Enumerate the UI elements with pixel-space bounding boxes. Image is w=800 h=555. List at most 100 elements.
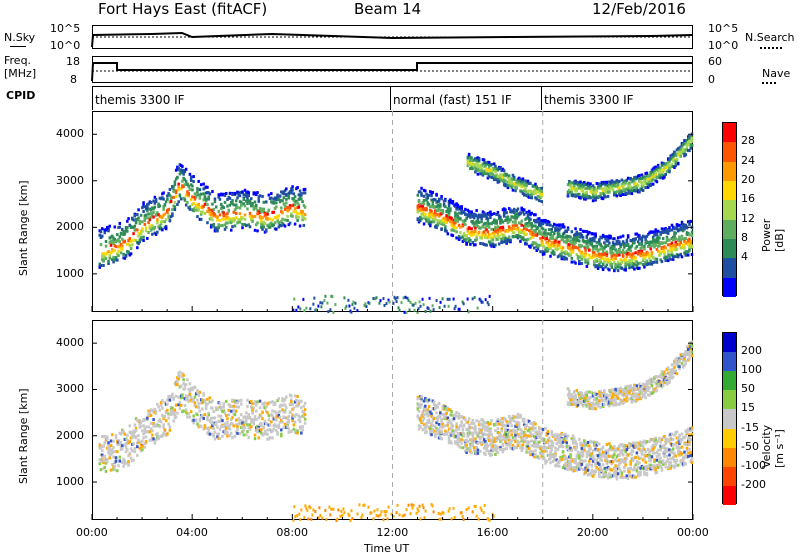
power-cell (132, 218, 135, 221)
power-cell (303, 309, 305, 312)
velocity-cell (260, 422, 263, 425)
power-cell (584, 249, 587, 252)
power-cell (186, 201, 189, 204)
power-cell (137, 235, 140, 238)
power-cell (211, 190, 214, 193)
velocity-cell (134, 450, 137, 453)
velocity-cell (554, 447, 557, 450)
velocity-cell (439, 415, 442, 418)
velocity-cell (258, 436, 261, 439)
power-cell (644, 186, 647, 189)
power-cell (312, 303, 314, 306)
power-cell (254, 229, 256, 232)
velocity-cell (482, 432, 485, 435)
velocity-cell (530, 439, 533, 442)
velocity-cell (562, 451, 565, 454)
power-cell (397, 296, 399, 299)
velocity-cell (140, 425, 143, 428)
power-cell (556, 241, 559, 244)
velocity-cell (462, 428, 465, 431)
velocity-cell (204, 400, 207, 403)
power-cell (537, 248, 540, 251)
power-cell (688, 233, 691, 236)
velocity-cell (428, 414, 431, 417)
velocity-cell (167, 417, 170, 420)
velocity-cell (196, 413, 199, 416)
cpid-sep-2 (541, 86, 542, 110)
velocity-cell (440, 437, 443, 440)
power-cell (250, 197, 253, 200)
power-cell (236, 196, 239, 199)
power-cell (388, 301, 390, 304)
velocity-cell (212, 410, 215, 413)
power-cell (510, 228, 512, 231)
velocity-cell (161, 414, 164, 417)
velocity-cell (509, 443, 512, 446)
velocity-cell (222, 402, 225, 405)
power-cell (587, 262, 590, 265)
power-cell (329, 308, 331, 311)
power-cell (417, 210, 420, 213)
velocity-cell (288, 415, 291, 418)
power-cell (248, 194, 251, 197)
power-cell (348, 304, 350, 307)
power-cell (512, 221, 515, 224)
power-cell (527, 238, 530, 241)
velocity-cell (202, 417, 205, 420)
freq-unit: [MHz] (4, 68, 36, 79)
power-cell (304, 218, 307, 221)
power-cell (646, 172, 649, 175)
power-cell (488, 161, 491, 164)
velocity-cell (221, 425, 224, 428)
power-cell (474, 296, 476, 299)
velocity-cell (549, 461, 552, 464)
velocity-cell (497, 427, 500, 430)
velocity-cell (470, 451, 473, 454)
power-cell (504, 179, 507, 182)
power-cell (683, 227, 686, 230)
velocity-cell (177, 396, 180, 399)
power-cell (578, 193, 581, 196)
power-cell (101, 227, 104, 230)
velocity-cell (160, 420, 163, 423)
velocity-cell (112, 455, 115, 458)
velocity-cell (171, 407, 174, 410)
velocity-cell (181, 396, 184, 399)
velocity-cell (134, 447, 137, 450)
velocity-cell (197, 406, 200, 409)
velocity-cell (515, 416, 518, 419)
power-cell (122, 253, 125, 256)
power-cell (321, 302, 323, 305)
velocity-cell (166, 433, 169, 436)
power-cell (196, 190, 199, 193)
power-cell (206, 203, 209, 206)
power-cell (618, 186, 621, 189)
velocity-cell (159, 409, 162, 412)
power-cell (393, 302, 395, 305)
power-cell (464, 223, 467, 226)
power-cell (613, 243, 616, 246)
velocity-cell (299, 427, 302, 430)
power-cell (601, 247, 604, 250)
power-cell (249, 212, 252, 215)
power-cell (624, 268, 627, 271)
power-cell (241, 226, 244, 229)
velocity-cell (169, 399, 172, 402)
power-cell (641, 243, 644, 246)
power-cell (594, 234, 597, 237)
velocity-cell (490, 419, 493, 422)
power-cell (604, 245, 607, 248)
velocity-cell (439, 425, 442, 428)
velocity-cell (192, 398, 195, 401)
power-cell (216, 219, 219, 222)
velocity-cell (497, 446, 500, 449)
power-cell (459, 217, 462, 220)
power-cell (302, 298, 304, 301)
velocity-cell (144, 446, 147, 449)
power-cell (102, 264, 105, 267)
velocity-cell (502, 420, 505, 423)
velocity-cell (244, 426, 247, 429)
power-cell (155, 200, 158, 203)
power-cell (405, 296, 407, 299)
power-cell (668, 239, 671, 242)
